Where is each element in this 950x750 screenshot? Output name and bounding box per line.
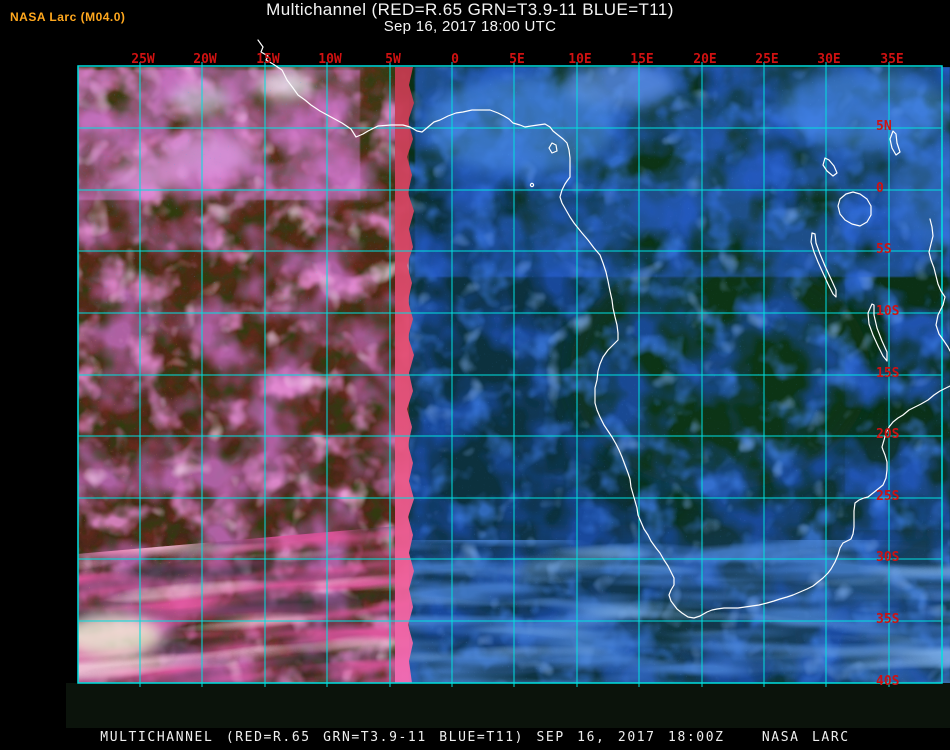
image-title: Multichannel (RED=R.65 GRN=T3.9-11 BLUE=…	[0, 1, 940, 35]
lake-turkana-outline	[889, 130, 901, 156]
lake-victoria-outline	[837, 191, 872, 227]
coastline-layer	[257, 39, 950, 619]
east-africa-coastline	[928, 218, 950, 352]
grid-layer	[77, 62, 943, 687]
station-label: NASA Larc (M04.0)	[10, 10, 126, 24]
africa-coastline	[257, 39, 950, 619]
bioko-island-outline	[548, 142, 558, 154]
lake-albert-outline	[822, 157, 838, 177]
lake-malawi-outline	[867, 303, 888, 362]
bottom-data-strip	[66, 683, 950, 728]
title-line2: Sep 16, 2017 18:00 UTC	[383, 17, 557, 35]
lake-tanganyika-outline	[810, 232, 837, 298]
day-side-imagery	[78, 67, 409, 683]
footer-caption: MULTICHANNEL (RED=R.65 GRN=T3.9-11 BLUE=…	[100, 730, 850, 745]
title-line1: Multichannel (RED=R.65 GRN=T3.9-11 BLUE=…	[266, 0, 674, 19]
sao-tome-island-outline	[529, 182, 535, 188]
grid-border	[77, 65, 943, 684]
